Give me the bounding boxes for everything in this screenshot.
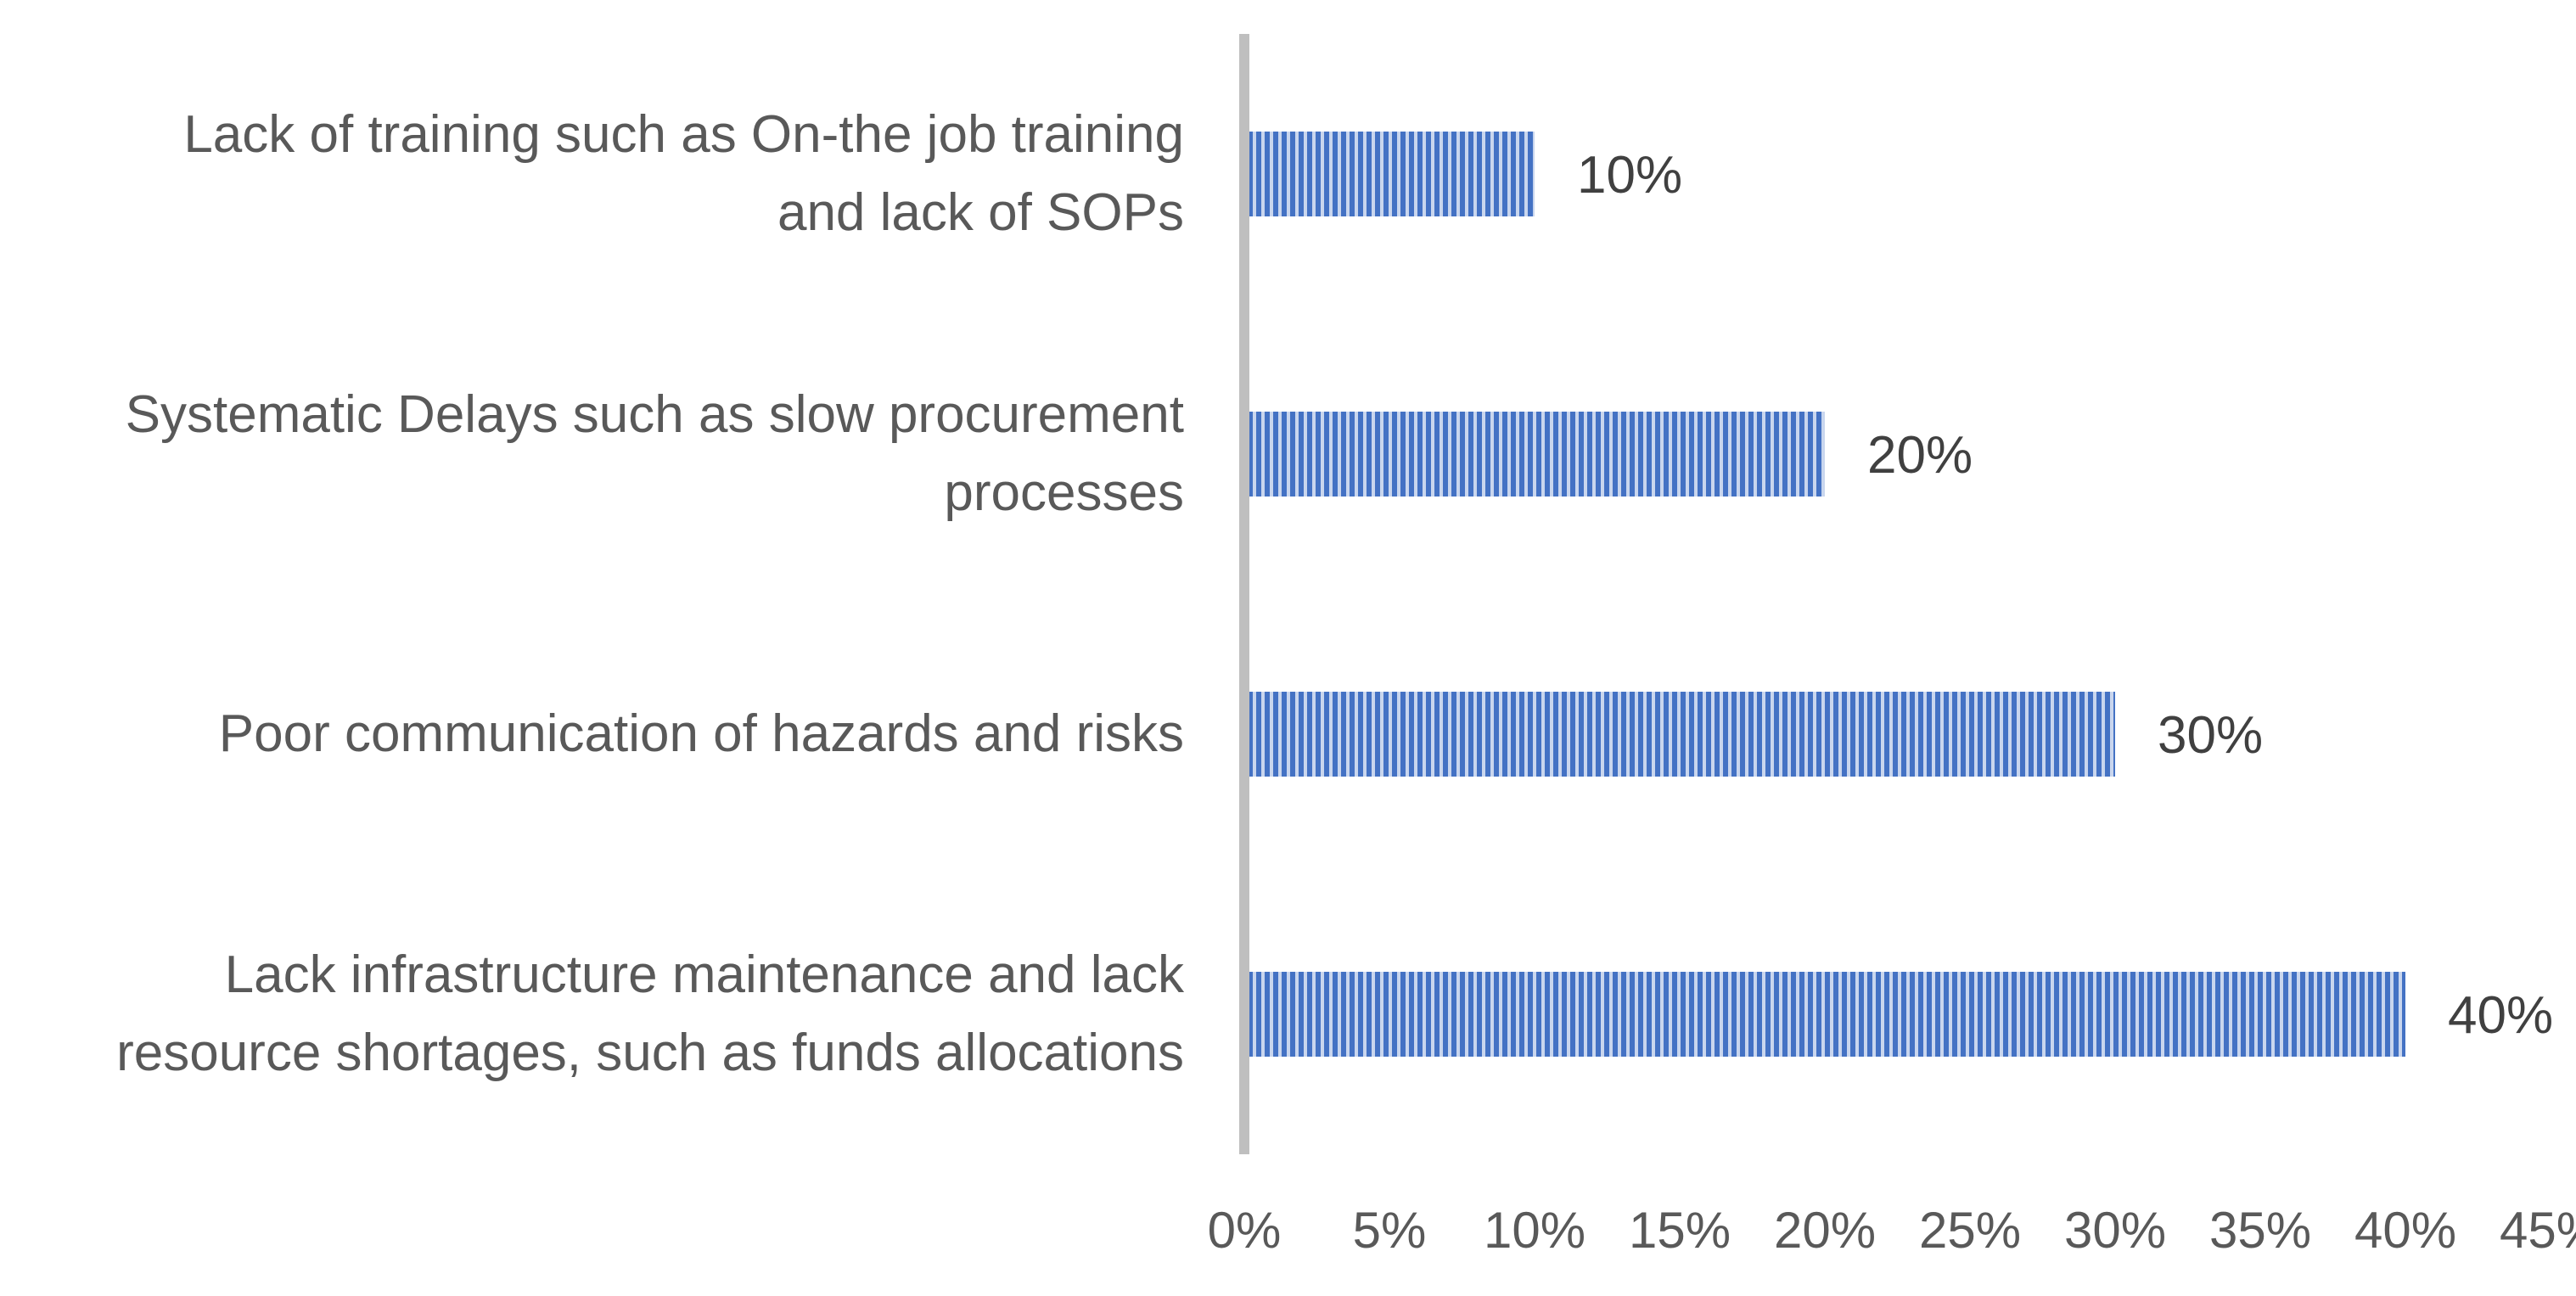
data-label: 20%: [1867, 426, 1973, 485]
data-labels: 10% 20% 30% 40%: [1577, 146, 2553, 1045]
category-label-line: processes: [944, 463, 1184, 522]
category-label-line: Lack infrastructure maintenance and lack: [225, 945, 1185, 1004]
x-tick-label: 10%: [1484, 1202, 1585, 1259]
x-tick-label: 20%: [1774, 1202, 1876, 1259]
x-tick-label: 45%: [2500, 1202, 2576, 1259]
category-label-line: and lack of SOPs: [777, 183, 1184, 242]
category-label-line: Systematic Delays such as slow procureme…: [126, 385, 1184, 444]
bar: [1249, 132, 1535, 216]
category-labels: Lack of training such as On-the job trai…: [116, 105, 1185, 1082]
category-label: Lack of training such as On-the job trai…: [183, 105, 1184, 242]
x-tick-label: 0%: [1208, 1202, 1282, 1259]
data-label: 30%: [2158, 706, 2263, 765]
category-label-line: resource shortages, such as funds alloca…: [116, 1024, 1184, 1082]
data-label: 40%: [2448, 986, 2553, 1045]
x-axis-ticks: 0% 5% 10% 15% 20% 25% 30% 35% 40% 45%: [1208, 1202, 2576, 1259]
x-tick-label: 40%: [2354, 1202, 2456, 1259]
category-label: Lack infrastructure maintenance and lack…: [116, 945, 1185, 1082]
data-label: 10%: [1577, 146, 1682, 205]
category-label-line: Lack of training such as On-the job trai…: [183, 105, 1184, 164]
bars-layer: [1249, 132, 2405, 1057]
x-tick-label: 5%: [1353, 1202, 1427, 1259]
category-label-line: Poor communication of hazards and risks: [219, 704, 1184, 763]
bar: [1249, 412, 1825, 497]
category-label: Poor communication of hazards and risks: [219, 704, 1184, 763]
bar: [1249, 972, 2405, 1057]
x-tick-label: 15%: [1629, 1202, 1731, 1259]
bar: [1249, 692, 2115, 777]
category-label: Systematic Delays such as slow procureme…: [126, 385, 1184, 522]
x-tick-label: 30%: [2064, 1202, 2166, 1259]
x-tick-label: 35%: [2209, 1202, 2311, 1259]
x-tick-label: 25%: [1919, 1202, 2021, 1259]
